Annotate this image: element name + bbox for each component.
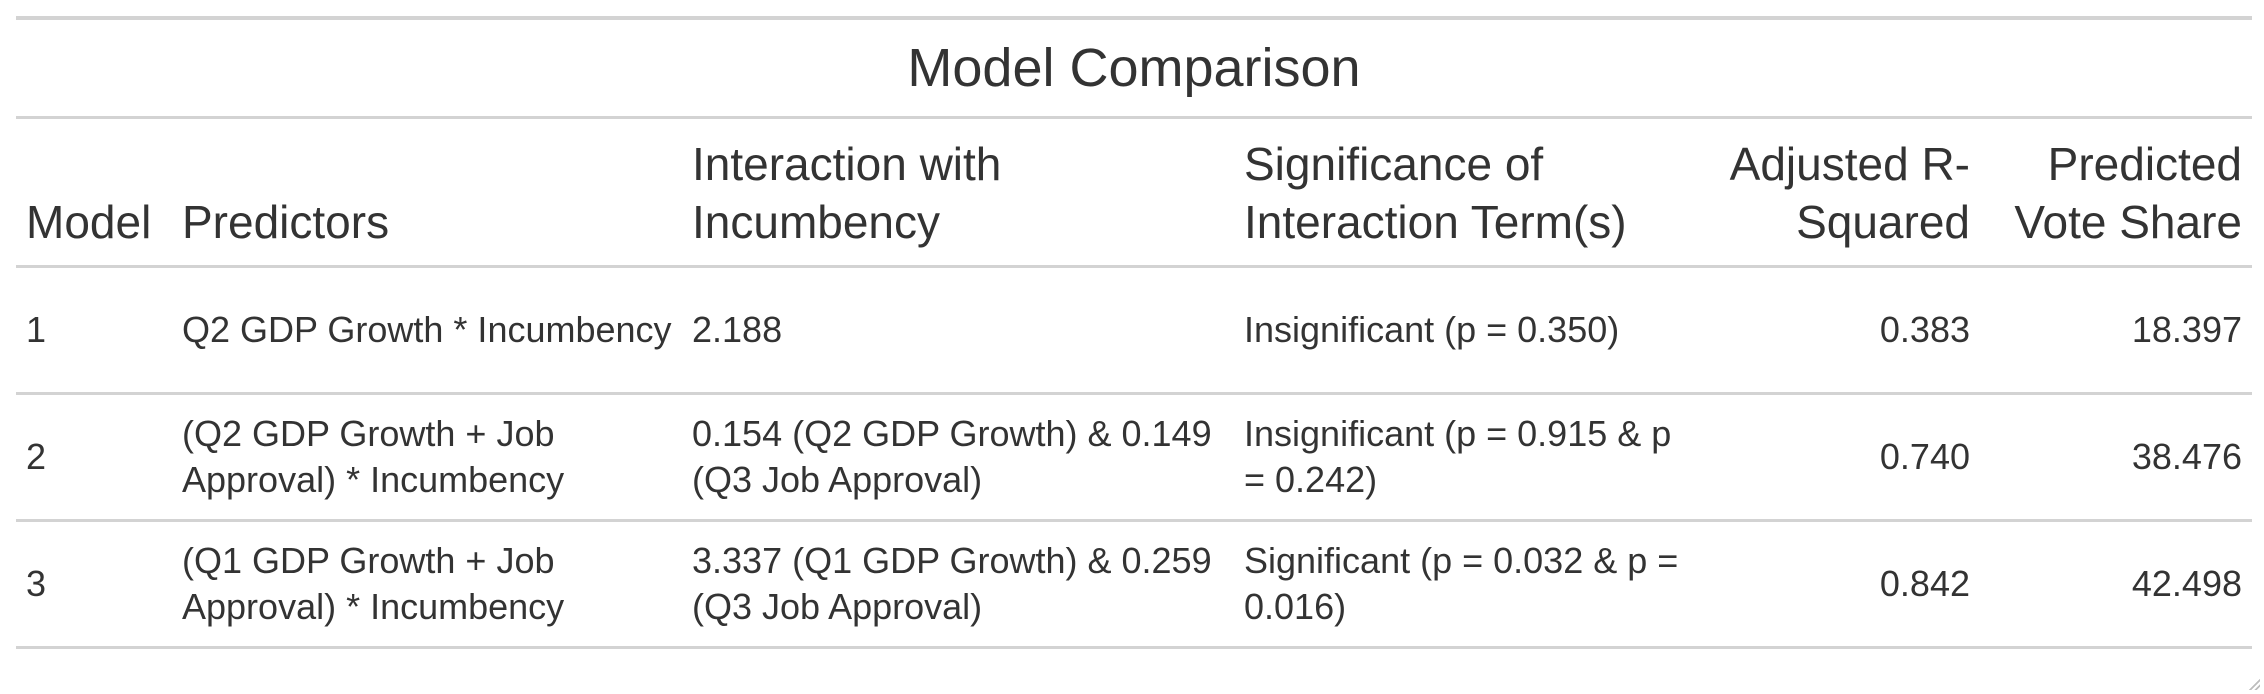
- column-header-interaction: Interaction with Incumbency: [682, 119, 1234, 268]
- table-title: Model Comparison: [907, 38, 1361, 98]
- cell-predictors: (Q1 GDP Growth + Job Approval) * Incumbe…: [172, 520, 682, 649]
- column-header-predictors: Predictors: [172, 119, 682, 268]
- cell-interaction: 0.154 (Q2 GDP Growth) & 0.149 (Q3 Job Ap…: [682, 393, 1234, 522]
- top-rule: [16, 16, 2252, 20]
- cell-significance: Significant (p = 0.032 & p = 0.016): [1234, 520, 1692, 649]
- column-header-model: Model: [16, 119, 172, 268]
- title-rule: [16, 116, 2252, 119]
- cell-model: 2: [16, 393, 172, 522]
- table-row: 1 Q2 GDP Growth * Incumbency 2.188 Insig…: [16, 266, 2252, 395]
- cell-model: 3: [16, 520, 172, 649]
- table-row: 2 (Q2 GDP Growth + Job Approval) * Incum…: [16, 393, 2252, 522]
- cell-adj-r2: 0.383: [1692, 266, 1980, 395]
- cell-interaction: 3.337 (Q1 GDP Growth) & 0.259 (Q3 Job Ap…: [682, 520, 1234, 649]
- cell-adj-r2: 0.740: [1692, 393, 1980, 522]
- comparison-grid: Model Predictors Interaction with Incumb…: [16, 119, 2252, 649]
- cell-vote-share: 42.498: [1980, 520, 2252, 649]
- model-comparison-table: Model Comparison Model Predictors Intera…: [16, 16, 2252, 649]
- cell-model: 1: [16, 266, 172, 395]
- column-header-significance: Significance of Interaction Term(s): [1234, 119, 1692, 268]
- cell-predictors: Q2 GDP Growth * Incumbency: [172, 266, 682, 395]
- header-row: Model Predictors Interaction with Incumb…: [16, 119, 2252, 268]
- cell-vote-share: 38.476: [1980, 393, 2252, 522]
- table-row: 3 (Q1 GDP Growth + Job Approval) * Incum…: [16, 520, 2252, 649]
- cell-significance: Insignificant (p = 0.915 & p = 0.242): [1234, 393, 1692, 522]
- cell-adj-r2: 0.842: [1692, 520, 1980, 649]
- column-header-vote-share: Predicted Vote Share: [1980, 119, 2252, 268]
- resize-grip-icon[interactable]: [2246, 676, 2260, 690]
- column-header-adj-r2: Adjusted R-Squared: [1692, 119, 1980, 268]
- cell-vote-share: 18.397: [1980, 266, 2252, 395]
- cell-significance: Insignificant (p = 0.350): [1234, 266, 1692, 395]
- cell-predictors: (Q2 GDP Growth + Job Approval) * Incumbe…: [172, 393, 682, 522]
- cell-interaction: 2.188: [682, 266, 1234, 395]
